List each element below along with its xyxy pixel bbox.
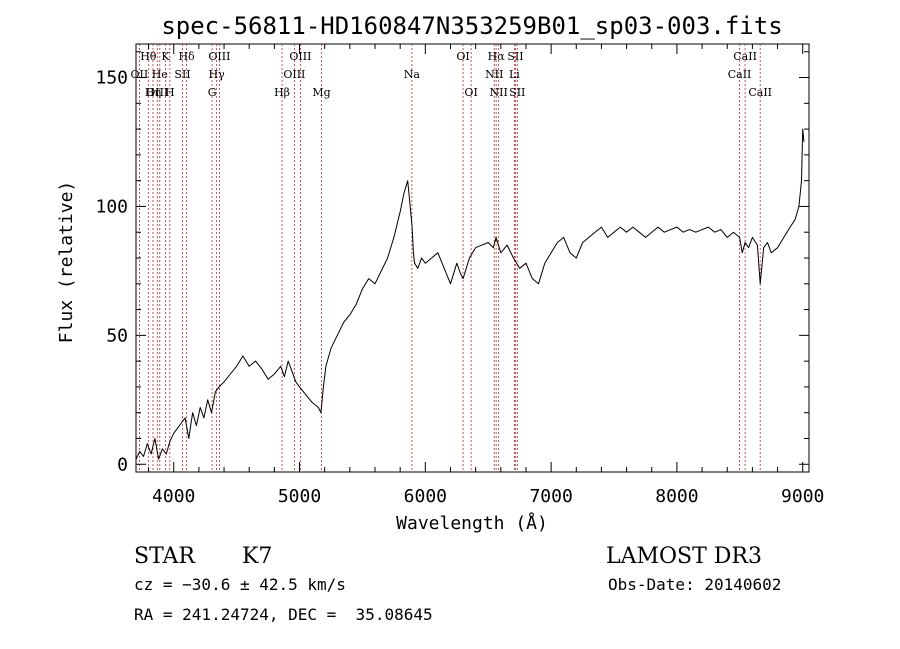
spectral-line-label: Hγ: [209, 68, 226, 81]
spectral-line-label: NII: [490, 86, 508, 99]
spectral-line-label: G: [208, 86, 217, 99]
spectral-line-markers: [138, 44, 761, 472]
spectral-line-label: Hη: [145, 86, 161, 99]
observation-date: Obs-Date: 20140602: [608, 575, 781, 594]
y-tick-label: 50: [106, 325, 128, 346]
chart-title: spec-56811-HD160847N353259B01_sp03-003.f…: [161, 12, 782, 40]
spectral-line-label: CaII: [728, 68, 752, 81]
spectrum-line: [135, 128, 805, 460]
coordinates: RA = 241.24724, DEC = 35.08645: [134, 605, 433, 624]
spectral-line-label: Mg: [312, 86, 330, 99]
x-tick-label: 4000: [152, 486, 195, 507]
plot-frame: [135, 43, 810, 473]
x-tick-label: 5000: [278, 486, 321, 507]
spectral-line-label: SII: [507, 50, 523, 63]
x-tick-label: 9000: [781, 486, 824, 507]
spectral-line-label: Hθ: [140, 50, 157, 63]
spectral-line-label: K: [161, 50, 170, 63]
spectral-line-label: Hδ: [178, 50, 195, 63]
y-axis-label: Flux (relative): [56, 181, 77, 344]
spectral-line-label: NII: [485, 68, 503, 81]
spectral-line-label: CaII: [733, 50, 757, 63]
redshift-cz: cz = −30.6 ± 42.5 km/s: [134, 575, 346, 594]
spectral-line-label: OIII: [289, 50, 311, 63]
x-axis-ticks: 4000 5000 6000 7000 8000 9000: [148, 44, 824, 507]
object-class: STAR: [134, 544, 196, 569]
spectral-line-label: OIII: [146, 86, 168, 99]
x-tick-label: 6000: [404, 486, 447, 507]
x-tick-label: 8000: [655, 486, 698, 507]
x-axis-label: Wavelength (Å): [396, 512, 548, 534]
y-axis-ticks: 0 50 100 150: [95, 51, 809, 475]
spectral-line-label: Na: [404, 68, 421, 81]
y-tick-label: 0: [117, 454, 128, 475]
spectral-line-label: H: [165, 86, 175, 99]
spectral-line-label: CaII: [748, 86, 772, 99]
spectral-line-label: Hβ: [274, 86, 290, 99]
spectral-line-label: OI: [456, 50, 469, 63]
spectral-line-label: SII: [509, 86, 525, 99]
spectral-line-label: SII: [174, 68, 190, 81]
spectral-line-label: OII: [131, 68, 149, 81]
spectrum-series: [135, 128, 805, 460]
spectral-line-label: OI: [464, 86, 477, 99]
x-tick-label: 7000: [529, 486, 572, 507]
y-tick-label: 150: [95, 68, 128, 89]
survey-name: LAMOST DR3: [606, 544, 762, 569]
spectral-line-label: Li: [509, 68, 520, 81]
object-subclass: K7: [242, 544, 272, 569]
spectral-line-label: OIII: [208, 50, 230, 63]
spectral-line-label: OIII: [283, 68, 305, 81]
spectral-line-label: Hα: [488, 50, 506, 63]
y-tick-label: 100: [95, 196, 128, 217]
spectral-line-label: He: [152, 68, 168, 81]
